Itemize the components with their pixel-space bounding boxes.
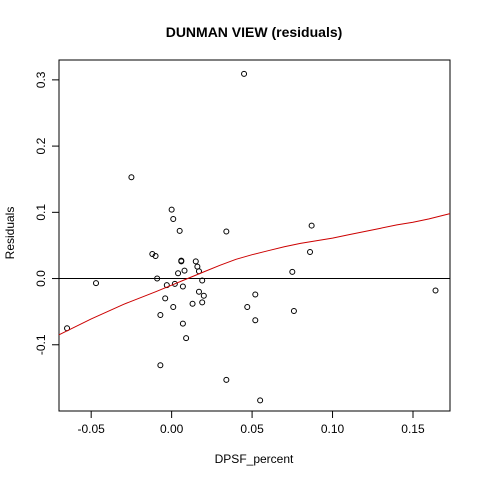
y-tick-label: -0.1 (34, 334, 48, 355)
x-axis-label: DPSF_percent (215, 452, 294, 466)
data-point (183, 335, 190, 342)
data-point (289, 268, 296, 275)
y-tick-label: 0.1 (34, 204, 48, 221)
x-tick-label: 0.15 (401, 422, 425, 436)
plot-frame (58, 59, 451, 412)
data-point (223, 228, 230, 235)
y-tick-label: 0.0 (34, 270, 48, 287)
chart-title: DUNMAN VIEW (residuals) (166, 24, 343, 40)
x-tick-label: -0.05 (78, 422, 106, 436)
data-point (308, 222, 315, 229)
x-tick-label: 0.05 (240, 422, 264, 436)
data-point (178, 258, 185, 265)
data-point (241, 70, 248, 77)
smoother-line (58, 213, 451, 336)
data-point (432, 287, 439, 294)
data-point (170, 304, 177, 311)
x-tick-label: 0.00 (160, 422, 184, 436)
data-point (189, 300, 196, 307)
data-point (192, 258, 199, 265)
data-point (181, 267, 188, 274)
data-point (175, 270, 182, 277)
data-point (128, 174, 135, 181)
data-point (179, 320, 186, 327)
data-point (252, 291, 259, 298)
data-point (170, 215, 177, 222)
data-point (152, 253, 159, 260)
data-point (168, 206, 175, 213)
data-point (157, 362, 164, 369)
data-point (179, 283, 186, 290)
x-axis: -0.05 0.00 0.05 0.10 0.15 (78, 411, 425, 436)
y-tick-label: 0.3 (34, 71, 48, 88)
data-point (93, 280, 100, 287)
data-point (244, 304, 251, 311)
data-point (257, 397, 264, 404)
data-point (252, 317, 259, 324)
y-axis: -0.1 0.0 0.1 0.2 0.3 (34, 71, 59, 355)
data-point (199, 299, 206, 306)
data-point (199, 277, 206, 284)
y-tick-label: 0.2 (34, 137, 48, 154)
data-point (176, 227, 183, 234)
data-point (171, 280, 178, 287)
data-point (223, 376, 230, 383)
data-point (290, 307, 297, 314)
y-axis-label: Residuals (3, 207, 17, 260)
data-point (162, 295, 169, 302)
data-point (154, 275, 161, 282)
x-tick-label: 0.10 (321, 422, 345, 436)
data-points (64, 70, 439, 404)
data-point (307, 249, 314, 256)
data-point (195, 288, 202, 295)
data-point (200, 292, 207, 299)
data-point (157, 311, 164, 318)
